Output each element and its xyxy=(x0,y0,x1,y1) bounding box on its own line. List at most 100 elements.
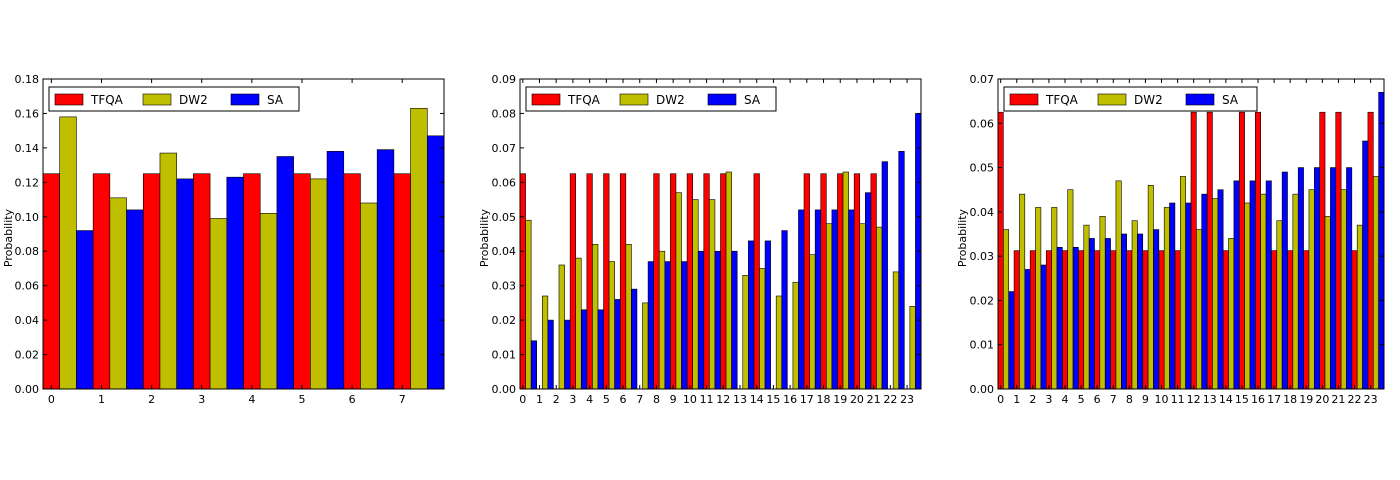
bar-dw2-0 xyxy=(1003,229,1010,390)
x-tick-label: 7 xyxy=(636,393,643,406)
x-tick-label: 13 xyxy=(733,393,747,406)
chart-panel-3: 0.000.010.020.030.040.050.060.070 1 2 3 4 5 6 7… xyxy=(956,73,1385,406)
x-tick-label: 20 xyxy=(850,393,864,406)
legend: TFQA DW2 SA xyxy=(48,86,300,112)
y-tick-label: 0.00 xyxy=(15,383,40,396)
bar-tfqa-6 xyxy=(343,173,361,390)
y-tick-label: 0.06 xyxy=(970,117,995,130)
x-tick-label: 19 xyxy=(1299,393,1313,406)
bar-sa-9 xyxy=(681,261,688,390)
bar-tfqa-20 xyxy=(853,173,861,390)
bar-dw2-12 xyxy=(1196,229,1203,390)
x-tick-label: 21 xyxy=(1331,393,1345,406)
bar-tfqa-0 xyxy=(42,173,61,390)
y-tick-label: 0.04 xyxy=(970,206,995,219)
y-tick-label: 0.03 xyxy=(492,280,517,293)
chart-panel-2: 0.00 0.01 0.02 0.03 0.04 0.05 0.06 0.07 0.08 0.09… xyxy=(478,73,922,406)
bar-dw2-20 xyxy=(1324,215,1331,390)
bar-sa-9 xyxy=(1153,229,1160,390)
bar-tfqa-6 xyxy=(1094,250,1101,390)
bar-tfqa-17 xyxy=(803,173,810,390)
bar-tfqa-12 xyxy=(720,173,727,390)
legend-label-sa: SA xyxy=(267,93,284,107)
bar-sa-15 xyxy=(781,230,788,390)
bar-tfqa-9 xyxy=(1142,250,1149,390)
bar-sa-6 xyxy=(376,149,395,390)
legend-swatch-tfqa xyxy=(1009,93,1039,106)
bar-tfqa-16 xyxy=(1255,111,1261,390)
bar-tfqa-7 xyxy=(393,173,411,390)
bar-tfqa-0 xyxy=(997,111,1004,390)
legend-label-dw2: DW2 xyxy=(1134,93,1163,107)
bar-dw2-8 xyxy=(658,250,666,390)
bar-sa-10 xyxy=(1169,202,1176,390)
bar-tfqa-21 xyxy=(870,173,877,390)
bar-tfqa-5 xyxy=(293,173,311,390)
bar-tfqa-0 xyxy=(519,173,526,390)
y-tick-label: 0.03 xyxy=(970,250,995,263)
x-tick-label: 11 xyxy=(700,393,714,406)
bar-tfqa-14 xyxy=(1222,250,1229,390)
bar-sa-0 xyxy=(1008,291,1015,390)
bar-sa-7 xyxy=(1121,233,1127,390)
x-tick-label: 1 xyxy=(98,393,105,406)
bar-sa-1 xyxy=(1024,269,1031,390)
bar-tfqa-6 xyxy=(619,173,627,390)
x-tick-label: 9 xyxy=(1142,393,1149,406)
bar-dw2-10 xyxy=(1163,207,1170,390)
y-tick-label: 0.09 xyxy=(492,73,517,86)
bar-tfqa-11 xyxy=(703,173,710,390)
y-tick-label: 0.01 xyxy=(970,339,995,352)
x-tick-label: 4 xyxy=(248,393,255,406)
x-tick-label: 0 xyxy=(48,393,55,406)
y-tick-label: 0.18 xyxy=(15,73,40,86)
bar-sa-1 xyxy=(126,209,144,390)
x-tick-label: 16 xyxy=(783,393,797,406)
bar-dw2-5 xyxy=(1083,224,1090,390)
legend-label-dw2: DW2 xyxy=(656,93,685,107)
x-tick-label: 8 xyxy=(1126,393,1133,406)
legend: TFQA DW2 SA xyxy=(1003,86,1258,112)
bar-dw2-17 xyxy=(1276,220,1283,390)
bar-tfqa-5 xyxy=(603,173,610,390)
bar-dw2-4 xyxy=(1067,189,1074,390)
bar-sa-13 xyxy=(748,240,755,390)
bar-sa-21 xyxy=(1346,167,1353,390)
bar-dw2-11 xyxy=(1179,176,1186,390)
x-tick-label: 22 xyxy=(883,393,897,406)
bar-sa-4 xyxy=(276,156,294,390)
bar-sa-6 xyxy=(1104,238,1111,390)
bar-dw2-7 xyxy=(642,302,649,390)
bar-sa-12 xyxy=(731,250,738,390)
bar-sa-10 xyxy=(697,250,705,390)
legend-box xyxy=(525,86,777,112)
bar-sa-16 xyxy=(798,209,805,390)
x-tick-label: 16 xyxy=(1251,393,1265,406)
bar-sa-18 xyxy=(1297,167,1304,390)
bar-dw2-21 xyxy=(876,226,883,390)
y-tick-label: 0.14 xyxy=(15,142,40,155)
bar-sa-19 xyxy=(1314,167,1320,390)
legend-label-dw2: DW2 xyxy=(179,93,208,107)
bar-dw2-0 xyxy=(59,116,77,390)
y-tick-label: 0.06 xyxy=(15,280,40,293)
x-tick-label: 4 xyxy=(586,393,593,406)
x-tick-label: 7 xyxy=(1110,393,1117,406)
legend: TFQA DW2 SA xyxy=(525,86,777,112)
bar-tfqa-9 xyxy=(670,173,677,390)
bar-sa-11 xyxy=(1185,202,1192,390)
y-tick-label: 0.07 xyxy=(970,73,995,86)
bar-sa-18 xyxy=(831,209,838,390)
bar-dw2-6 xyxy=(625,244,632,390)
legend-swatch-dw2 xyxy=(1097,93,1127,106)
y-tick-label: 0.08 xyxy=(15,245,40,258)
bar-dw2-19 xyxy=(842,171,849,390)
legend-label-sa: SA xyxy=(1222,93,1239,107)
bar-dw2-14 xyxy=(759,268,766,390)
bar-tfqa-1 xyxy=(1013,250,1020,390)
legend-box xyxy=(1003,86,1258,112)
bar-sa-0 xyxy=(76,230,94,390)
bar-tfqa-19 xyxy=(837,173,844,390)
bar-sa-15 xyxy=(1249,180,1256,390)
bar-dw2-3 xyxy=(1051,207,1058,390)
